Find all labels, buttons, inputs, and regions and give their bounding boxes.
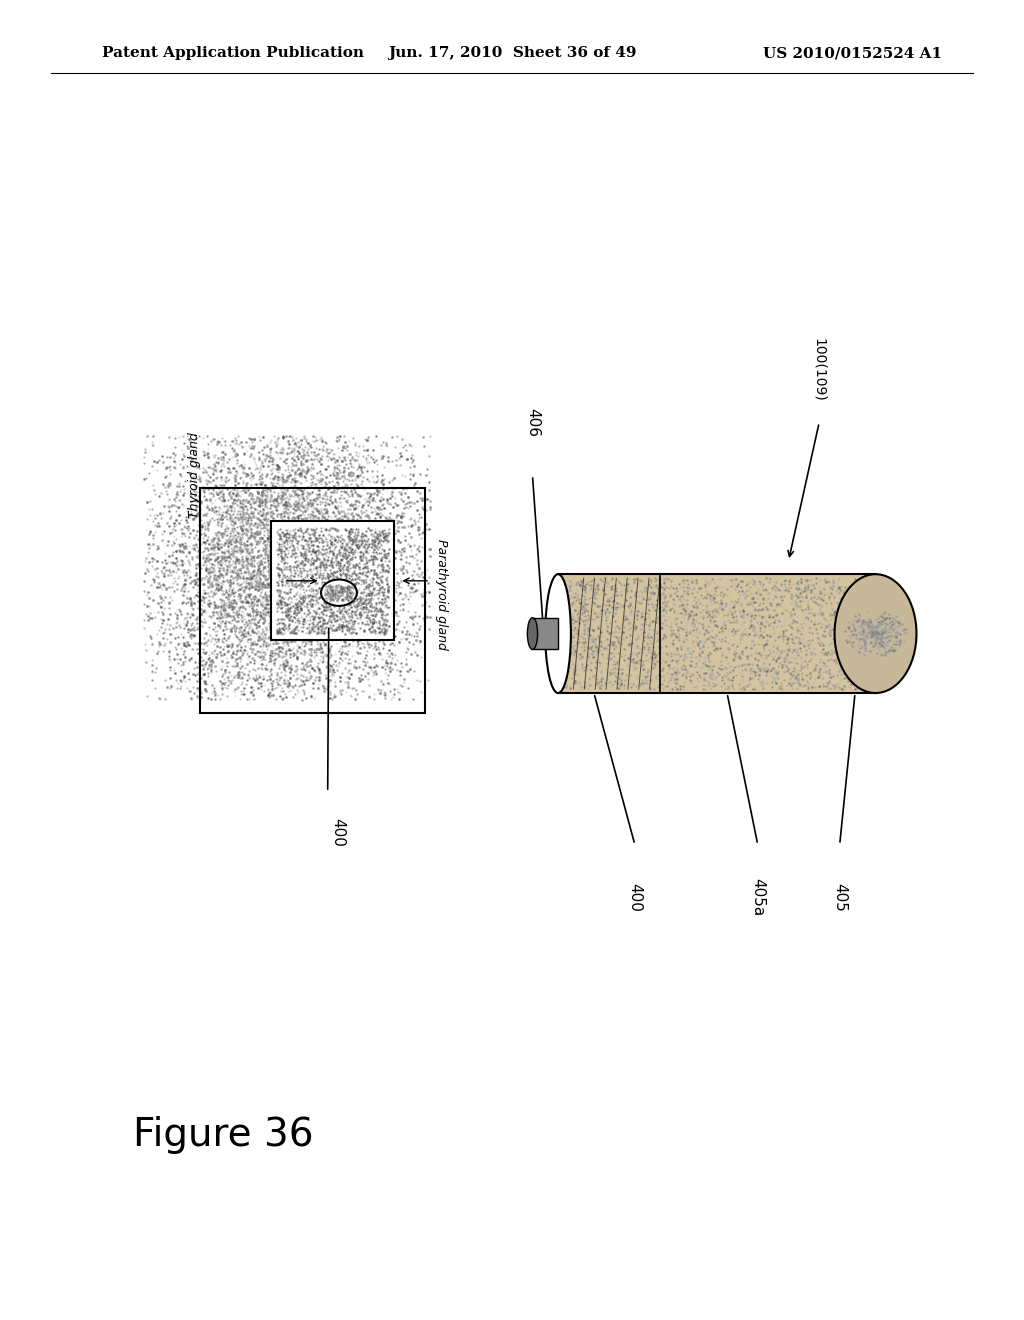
Text: Jun. 17, 2010  Sheet 36 of 49: Jun. 17, 2010 Sheet 36 of 49 — [388, 46, 636, 61]
Bar — [271, 521, 394, 640]
Bar — [271, 521, 394, 640]
Text: 400: 400 — [628, 883, 642, 912]
Ellipse shape — [835, 574, 916, 693]
Text: 406: 406 — [525, 408, 540, 437]
Ellipse shape — [527, 618, 538, 649]
Text: Patent Application Publication: Patent Application Publication — [102, 46, 365, 61]
Bar — [558, 574, 876, 693]
Text: Thyroid gland: Thyroid gland — [188, 433, 201, 517]
Ellipse shape — [545, 574, 570, 693]
Text: 405a: 405a — [751, 879, 765, 916]
Text: 400: 400 — [331, 818, 345, 847]
Text: Figure 36: Figure 36 — [133, 1117, 313, 1154]
Ellipse shape — [322, 579, 357, 606]
Text: US 2010/0152524 A1: US 2010/0152524 A1 — [763, 46, 942, 61]
Text: 100(109): 100(109) — [812, 338, 826, 401]
Bar — [532, 618, 558, 649]
Bar — [200, 488, 425, 713]
Text: Parathyroid gland: Parathyroid gland — [435, 539, 449, 649]
Text: 405: 405 — [833, 883, 847, 912]
